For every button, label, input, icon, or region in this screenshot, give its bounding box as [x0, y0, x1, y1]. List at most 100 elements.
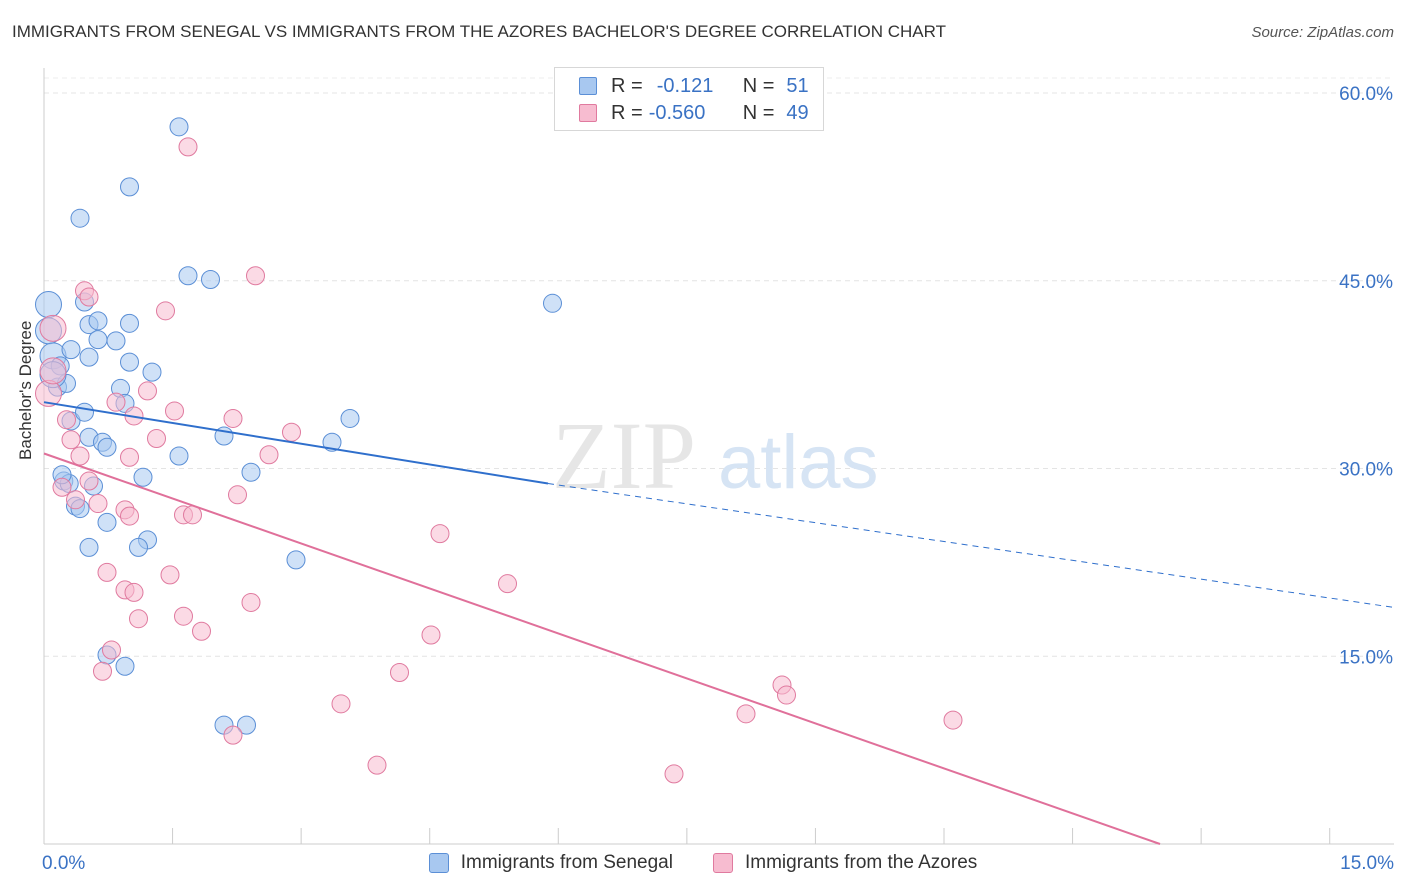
azores-point: [93, 661, 112, 681]
y-axis-label: Bachelor's Degree: [16, 320, 35, 460]
senegal-point: [543, 293, 562, 313]
azores-point: [88, 494, 108, 514]
azores-point: [174, 606, 193, 626]
senegal-trend-line: [43, 401, 549, 485]
azores-point: [120, 447, 139, 467]
watermark-atlas: atlas: [718, 420, 879, 505]
grid: [44, 77, 1394, 657]
azores-point: [66, 490, 85, 510]
azores-point: [498, 574, 517, 594]
senegal-point: [120, 177, 139, 197]
senegal-point: [120, 313, 139, 333]
senegal-point: [97, 437, 117, 457]
watermark: ZIP atlas: [552, 402, 879, 509]
senegal-point: [201, 270, 220, 290]
azores-point: [664, 764, 684, 784]
series-swatch-senegal: [428, 853, 449, 873]
senegal-point: [75, 402, 94, 422]
axes: [43, 68, 1394, 845]
correlation-legend: R = -0.121 N = 51 R = -0.560 N = 49: [554, 67, 824, 131]
y-tick-labels: 15.0% 30.0% 45.0% 60.0%: [1339, 84, 1393, 668]
y-tick-label: 15.0%: [1339, 647, 1393, 668]
senegal-point: [106, 331, 126, 351]
trend-lines: [43, 401, 1395, 845]
legend-r-value-senegal: -0.121: [656, 74, 714, 97]
azores-point: [241, 592, 261, 612]
azores-point: [430, 524, 450, 544]
series-name-azores: Immigrants from the Azores: [744, 852, 978, 873]
azores-point: [192, 621, 211, 641]
x-tick-label-min: 0.0%: [42, 853, 86, 874]
azores-trend-line: [43, 452, 1161, 845]
azores-point: [331, 694, 351, 714]
series-legend: Immigrants from Senegal Immigrants from …: [0, 852, 1406, 874]
legend-n-label: N =: [742, 101, 775, 124]
azores-point: [57, 410, 76, 430]
azores-point: [390, 663, 409, 683]
azores-point: [421, 625, 441, 645]
azores-point: [160, 565, 180, 585]
azores-point: [259, 445, 279, 465]
legend-swatch-senegal: [579, 77, 597, 95]
azores-point: [223, 725, 243, 745]
senegal-point: [133, 467, 153, 487]
senegal-point: [88, 330, 108, 350]
data-points: [35, 117, 963, 784]
senegal-point: [97, 512, 117, 532]
y-tick-label: 45.0%: [1339, 272, 1393, 293]
azores-point: [39, 314, 67, 342]
azores-point: [79, 471, 99, 491]
azores-point: [246, 266, 265, 286]
azores-point: [282, 422, 301, 442]
series-legend-item-azores: Immigrants from the Azores: [712, 852, 978, 874]
azores-point: [367, 755, 387, 775]
azores-point: [129, 609, 148, 629]
senegal-point: [286, 550, 306, 570]
series-swatch-azores: [712, 853, 733, 873]
legend-row-azores: R = -0.560 N = 49: [579, 100, 809, 126]
senegal-point: [129, 537, 148, 557]
azores-point: [178, 137, 198, 157]
senegal-point: [142, 362, 162, 382]
y-tick-label: 30.0%: [1339, 460, 1393, 481]
legend-n-label: N =: [742, 74, 775, 97]
senegal-point: [322, 432, 342, 452]
azores-point: [165, 401, 184, 421]
senegal-point: [237, 715, 256, 735]
y-tick-label: 60.0%: [1339, 84, 1393, 105]
azores-point: [106, 392, 126, 412]
azores-point: [228, 485, 247, 505]
azores-point: [156, 301, 175, 321]
senegal-point: [61, 340, 81, 360]
legend-r-value-azores: -0.560: [648, 101, 706, 124]
legend-swatch-azores: [579, 104, 597, 122]
series-legend-item-senegal: Immigrants from Senegal: [428, 852, 673, 874]
azores-point: [120, 506, 139, 526]
azores-point: [138, 381, 157, 401]
senegal-point: [115, 656, 135, 676]
x-tick-label-max: 15.0%: [1340, 853, 1394, 874]
azores-point: [223, 408, 243, 428]
azores-point: [61, 430, 81, 450]
senegal-point: [340, 408, 360, 428]
senegal-point: [79, 537, 99, 557]
senegal-point: [178, 266, 198, 286]
legend-n-value-senegal: 51: [786, 74, 809, 97]
azores-point: [39, 357, 67, 385]
legend-n-value-azores: 49: [786, 101, 809, 124]
senegal-point: [79, 347, 99, 367]
senegal-point: [88, 311, 108, 331]
senegal-point: [70, 208, 90, 228]
azores-point: [777, 685, 796, 705]
azores-point: [147, 428, 166, 448]
senegal-trend-extension: [547, 483, 1395, 608]
senegal-point: [35, 291, 62, 319]
azores-point: [124, 582, 144, 602]
azores-point: [97, 562, 117, 582]
senegal-point: [169, 117, 189, 137]
source-label: Source: ZipAtlas.com: [1251, 24, 1394, 41]
azores-point: [79, 287, 99, 307]
legend-r-label: R =: [611, 74, 643, 97]
chart-title: IMMIGRANTS FROM SENEGAL VS IMMIGRANTS FR…: [12, 22, 946, 41]
